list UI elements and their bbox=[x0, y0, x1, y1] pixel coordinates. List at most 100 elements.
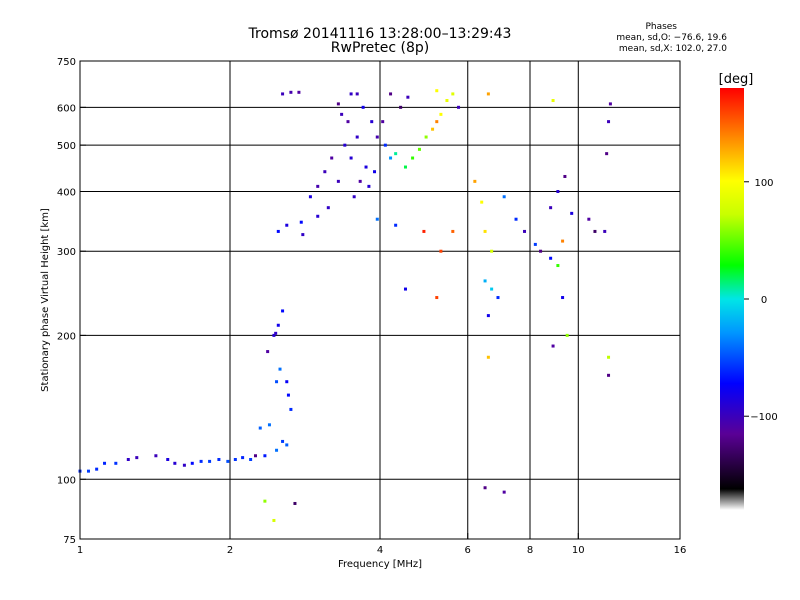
data-point bbox=[281, 309, 285, 313]
data-point bbox=[278, 367, 282, 371]
data-point bbox=[301, 233, 305, 237]
data-point bbox=[593, 229, 597, 233]
y-tick-label: 600 bbox=[57, 103, 76, 114]
data-point bbox=[272, 333, 276, 337]
colorbar-tick-label: 100 bbox=[754, 178, 773, 189]
ticks-layer: 1 2 4 6 8 10 16 75 100 200 300 400 500 600 750 bbox=[57, 57, 686, 556]
data-point bbox=[523, 229, 527, 233]
data-point bbox=[563, 174, 567, 178]
data-point bbox=[533, 242, 537, 246]
colorbar-unit-label: [deg] bbox=[719, 72, 754, 87]
data-point bbox=[370, 120, 374, 124]
data-point bbox=[486, 92, 490, 96]
data-point bbox=[289, 407, 293, 411]
phases-stats: Phases mean, sd,O: −76.6, 19.6 mean, sd,… bbox=[616, 22, 727, 55]
data-point bbox=[263, 499, 267, 503]
data-point bbox=[389, 92, 393, 96]
data-point bbox=[86, 469, 90, 473]
data-point bbox=[289, 90, 293, 94]
colorbar-tick-label: −100 bbox=[750, 412, 777, 423]
data-point bbox=[226, 459, 230, 463]
data-point bbox=[486, 314, 490, 318]
data-point bbox=[496, 296, 500, 300]
data-point bbox=[561, 296, 565, 300]
data-point bbox=[502, 490, 506, 494]
chart-subtitle: RwPretec (8p) bbox=[330, 40, 430, 56]
data-point bbox=[126, 457, 130, 461]
data-point bbox=[367, 184, 371, 188]
data-point bbox=[373, 170, 377, 174]
data-point bbox=[173, 461, 177, 465]
data-point bbox=[561, 239, 565, 243]
x-tick-label: 8 bbox=[527, 545, 533, 556]
data-point bbox=[607, 373, 611, 377]
data-point bbox=[480, 200, 484, 204]
data-point bbox=[340, 112, 344, 116]
data-point bbox=[355, 92, 359, 96]
data-point bbox=[406, 95, 410, 99]
data-point bbox=[299, 220, 303, 224]
data-point bbox=[451, 229, 455, 233]
data-point bbox=[281, 439, 285, 443]
data-point bbox=[490, 249, 494, 253]
data-point bbox=[286, 393, 290, 397]
data-point bbox=[364, 165, 368, 169]
data-point bbox=[556, 264, 560, 268]
data-point bbox=[274, 331, 278, 335]
data-point bbox=[349, 92, 353, 96]
data-point bbox=[323, 170, 327, 174]
data-point bbox=[411, 156, 415, 160]
grid-layer bbox=[80, 61, 680, 539]
data-point bbox=[403, 287, 407, 291]
data-point bbox=[490, 287, 494, 291]
data-point bbox=[549, 206, 553, 210]
data-point bbox=[95, 467, 99, 471]
data-point bbox=[233, 457, 237, 461]
data-point bbox=[336, 102, 340, 106]
data-point bbox=[607, 355, 611, 359]
points-layer bbox=[78, 89, 612, 522]
x-tick-label: 1 bbox=[77, 545, 83, 556]
data-point bbox=[253, 454, 257, 458]
data-point bbox=[352, 195, 356, 199]
data-point bbox=[445, 99, 449, 103]
data-point bbox=[249, 457, 253, 461]
data-point bbox=[439, 249, 443, 253]
data-point bbox=[346, 120, 350, 124]
data-point bbox=[241, 456, 245, 460]
data-point bbox=[565, 333, 569, 337]
data-point bbox=[375, 135, 379, 139]
colorbar-tick-label: 0 bbox=[761, 295, 767, 306]
data-point bbox=[502, 195, 506, 199]
data-point bbox=[275, 380, 279, 384]
data-point bbox=[266, 350, 270, 354]
data-point bbox=[483, 486, 487, 490]
data-point bbox=[330, 156, 334, 160]
phases-o-stats: mean, sd,O: −76.6, 19.6 bbox=[616, 33, 727, 43]
data-point bbox=[297, 90, 301, 94]
data-point bbox=[605, 152, 609, 156]
data-point bbox=[607, 120, 611, 124]
data-point bbox=[361, 105, 365, 109]
data-point bbox=[182, 463, 186, 467]
data-point bbox=[326, 206, 330, 210]
data-point bbox=[355, 135, 359, 139]
data-point bbox=[336, 179, 340, 183]
chart-title: Tromsø 20141116 13:28:00–13:29:43 bbox=[248, 26, 512, 42]
x-tick-label: 2 bbox=[227, 545, 233, 556]
data-point bbox=[389, 156, 393, 160]
data-point bbox=[349, 156, 353, 160]
x-tick-label: 10 bbox=[572, 545, 585, 556]
data-point bbox=[483, 279, 487, 283]
data-point bbox=[285, 443, 289, 447]
data-point bbox=[285, 380, 289, 384]
data-point bbox=[135, 456, 139, 460]
data-point bbox=[276, 229, 280, 233]
data-point bbox=[551, 344, 555, 348]
data-point bbox=[285, 223, 289, 227]
data-point bbox=[486, 355, 490, 359]
data-point bbox=[190, 461, 194, 465]
data-point bbox=[316, 184, 320, 188]
data-point bbox=[551, 99, 555, 103]
